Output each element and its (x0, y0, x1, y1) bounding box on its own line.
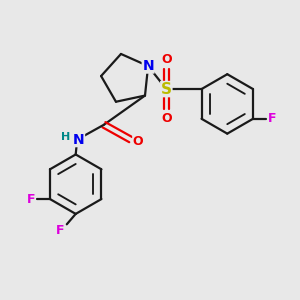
Text: H: H (61, 132, 70, 142)
Text: N: N (142, 59, 154, 73)
Text: F: F (56, 224, 64, 237)
Text: O: O (133, 135, 143, 148)
Text: F: F (268, 112, 277, 125)
Text: O: O (161, 53, 172, 66)
Text: O: O (161, 112, 172, 125)
Text: F: F (26, 193, 35, 206)
Text: N: N (73, 133, 85, 147)
Text: S: S (161, 82, 172, 97)
